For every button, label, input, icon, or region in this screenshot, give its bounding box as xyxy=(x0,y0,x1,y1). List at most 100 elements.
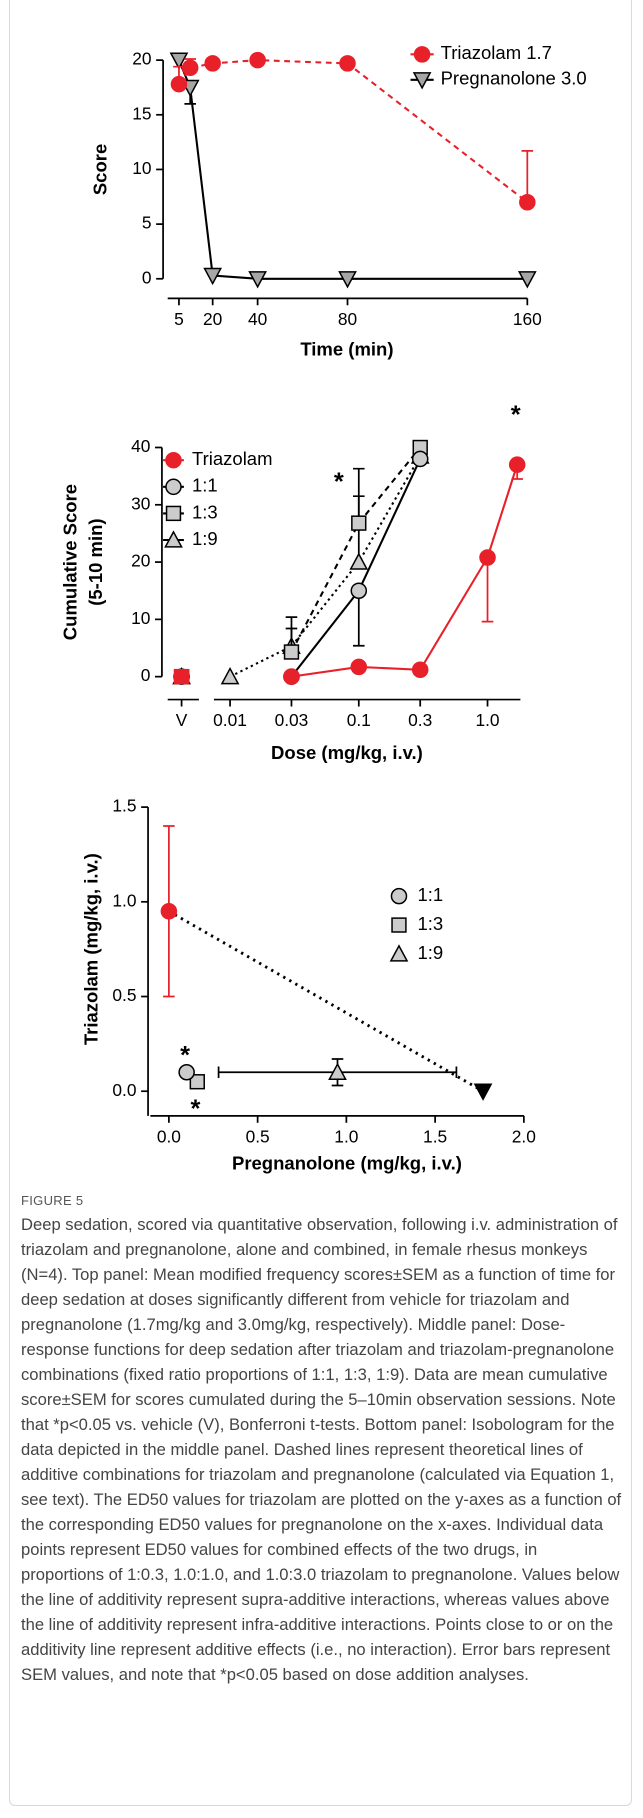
x-tick-label: 1.5 xyxy=(423,1126,447,1146)
figure-caption: Deep sedation, scored via quantitative o… xyxy=(21,1215,622,1684)
vehicle-marker xyxy=(173,668,190,685)
x-tick-label: 2.0 xyxy=(512,1126,536,1146)
x-tick-label: 0.03 xyxy=(275,710,309,730)
data-point xyxy=(519,193,536,211)
y-tick-label: 20 xyxy=(132,49,151,69)
y-axis-title: Cumulative Score xyxy=(60,484,81,640)
data-point xyxy=(411,661,429,679)
data-point xyxy=(203,267,223,286)
data-point xyxy=(178,1064,195,1081)
x-tick-label: 80 xyxy=(338,309,357,329)
y-tick-label: 10 xyxy=(132,158,151,178)
legend-label: 1:1 xyxy=(417,884,443,905)
x-tick-label: 20 xyxy=(203,309,222,329)
data-point xyxy=(411,450,429,468)
legend-label: Triazolam xyxy=(192,448,273,469)
data-point xyxy=(508,456,526,473)
x-axis-title: Time (min) xyxy=(300,338,393,359)
legend-marker xyxy=(164,530,183,548)
legend-marker xyxy=(389,944,409,962)
data-point xyxy=(349,552,369,570)
figure-label: FIGURE 5 xyxy=(21,1193,84,1208)
data-point xyxy=(170,75,188,93)
x-tick-label: 0.3 xyxy=(408,710,432,730)
legend-label: 1:9 xyxy=(192,528,218,549)
data-point xyxy=(328,1062,347,1080)
data-point xyxy=(473,1083,493,1101)
x-tick-label: 40 xyxy=(248,309,267,329)
data-point xyxy=(204,55,221,72)
data-point xyxy=(339,55,356,72)
legend-marker xyxy=(165,451,182,469)
data-point xyxy=(350,658,368,676)
x-tick-label: 1.0 xyxy=(334,1126,358,1146)
x-axis-title: Dose (mg/kg, i.v.) xyxy=(271,742,423,763)
legend-label: 1:3 xyxy=(417,913,443,934)
data-point xyxy=(181,59,199,77)
legend-marker xyxy=(165,478,182,496)
error-bar xyxy=(353,467,365,524)
y-tick-label: 0 xyxy=(141,665,151,685)
legend-marker xyxy=(165,505,182,522)
significance-mark: * xyxy=(180,1042,190,1070)
x-tick-label: 1.0 xyxy=(475,710,499,730)
legend-marker xyxy=(391,917,407,933)
y-tick-label: 0 xyxy=(142,267,152,287)
y-tick-label: 0.0 xyxy=(112,1080,136,1100)
data-point xyxy=(160,903,178,920)
x-axis-title: Pregnanolone (mg/kg, i.v.) xyxy=(232,1152,462,1173)
data-point xyxy=(169,52,189,70)
data-point xyxy=(479,549,496,566)
y-tick-label: 30 xyxy=(131,493,150,513)
y-tick-label: 10 xyxy=(131,608,150,628)
x-tick-label: 0.0 xyxy=(157,1126,181,1146)
y-tick-label: 0.5 xyxy=(112,985,136,1005)
error-bar xyxy=(521,150,534,203)
x-tick-label: V xyxy=(176,710,188,730)
figure: 0 5 10 15 20 5 20 40 80 160 Time (min) Score Triazol… xyxy=(60,42,587,1173)
additivity-line xyxy=(168,910,484,1093)
y-axis-title: (5-10 min) xyxy=(85,518,106,605)
y-tick-label: 20 xyxy=(131,551,150,571)
significance-mark: * xyxy=(334,468,344,496)
series-line xyxy=(229,455,422,678)
data-point xyxy=(338,271,357,289)
error-bar xyxy=(481,557,494,623)
data-point xyxy=(283,644,300,660)
y-tick-label: 40 xyxy=(131,436,150,456)
legend-marker xyxy=(413,46,431,63)
y-tick-label: 15 xyxy=(132,103,151,123)
error-bar xyxy=(353,590,365,647)
y-axis-title: Triazolam (mg/kg, i.v.) xyxy=(80,853,101,1045)
legend-label: 1:3 xyxy=(192,501,218,522)
legend-label: 1:9 xyxy=(417,942,443,963)
legend-marker xyxy=(412,72,432,90)
figure-frame xyxy=(9,0,632,1806)
x-tick-label: 0.5 xyxy=(246,1126,270,1146)
legend-label: 1:1 xyxy=(192,475,218,496)
series-line xyxy=(177,59,528,280)
data-point xyxy=(220,666,240,685)
data-point xyxy=(249,51,266,69)
data-point xyxy=(350,582,368,599)
data-point xyxy=(248,271,267,289)
x-tick-label: 0.01 xyxy=(213,710,247,730)
x-tick-label: 160 xyxy=(513,309,542,329)
legend-label: Pregnanolone 3.0 xyxy=(441,68,587,89)
significance-mark: * xyxy=(191,1095,201,1123)
legend-marker xyxy=(390,887,408,905)
x-tick-label: 5 xyxy=(174,309,184,329)
series-line xyxy=(178,59,528,204)
y-tick-label: 1.5 xyxy=(112,796,136,816)
y-tick-label: 1.0 xyxy=(112,890,136,910)
significance-mark: * xyxy=(511,401,521,429)
x-tick-label: 0.1 xyxy=(347,710,371,730)
legend-label: Triazolam 1.7 xyxy=(441,42,552,63)
data-point xyxy=(517,271,537,289)
y-tick-label: 5 xyxy=(142,213,152,233)
data-point xyxy=(283,668,300,685)
series-line xyxy=(291,464,519,678)
data-point xyxy=(189,1074,205,1090)
series-line xyxy=(290,446,422,653)
